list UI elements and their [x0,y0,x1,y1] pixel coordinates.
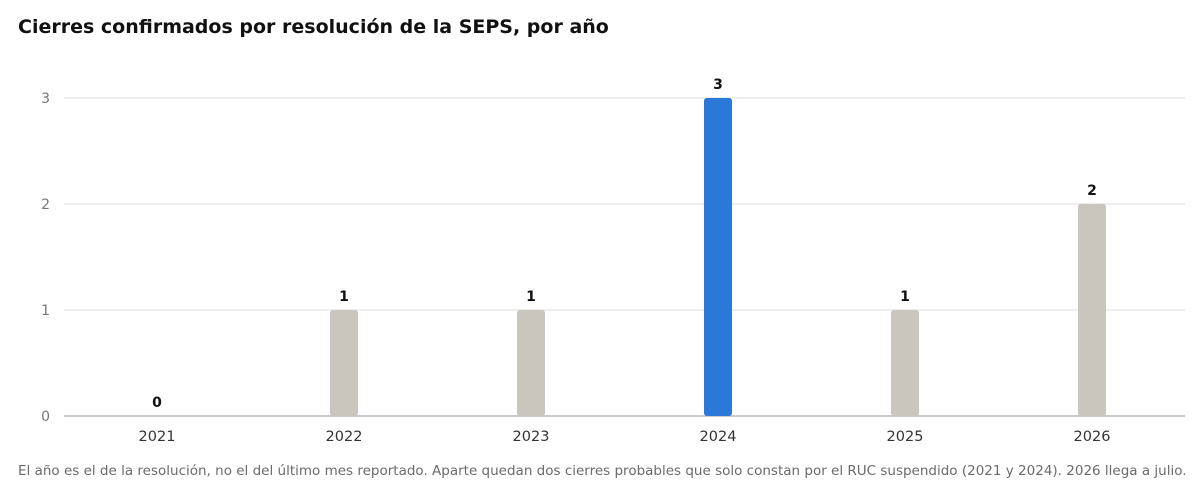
y-tick-label: 0 [41,409,50,425]
y-tick-label: 1 [41,303,50,319]
chart-footnote: El año es el de la resolución, no el del… [18,463,1187,479]
y-tick-label: 3 [41,91,50,107]
x-axis-ticks: 2021 2022 2023 2024 2025 2026 [139,429,1111,445]
x-tick-label-2021: 2021 [139,429,176,445]
x-tick-label-2022: 2022 [326,429,363,445]
bar-2025 [891,310,919,416]
gridlines [64,97,1185,417]
bar-2024 [704,98,732,416]
x-tick-label-2023: 2023 [513,429,550,445]
bar-2022 [330,310,358,416]
bar-2023 [517,310,545,416]
data-labels: 0 1 1 3 1 2 [152,77,1097,411]
data-label-2026: 2 [1087,183,1097,199]
data-label-2021: 0 [152,395,162,411]
data-label-2025: 1 [900,289,910,305]
x-tick-label-2026: 2026 [1074,429,1111,445]
x-tick-label-2024: 2024 [700,429,737,445]
bar-chart: 0 1 2 3 0 1 1 3 1 2 2021 2022 2023 2024 2025 2026 [41,77,1185,445]
x-tick-label-2025: 2025 [887,429,924,445]
data-label-2024: 3 [713,77,723,93]
chart-title: Cierres confirmados por resolución de la… [18,16,609,38]
y-tick-label: 2 [41,197,50,213]
bars [330,98,1106,416]
data-label-2022: 1 [339,289,349,305]
bar-2026 [1078,204,1106,416]
data-label-2023: 1 [526,289,536,305]
y-axis-ticks: 0 1 2 3 [41,91,50,425]
